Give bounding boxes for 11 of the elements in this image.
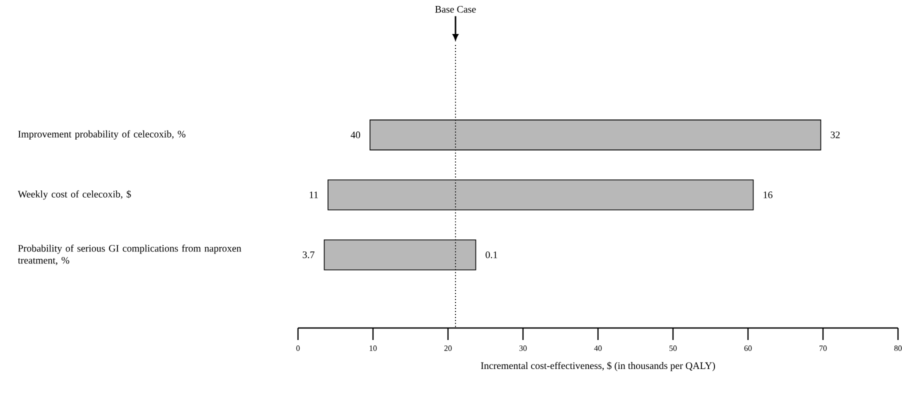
annotation: 16 bbox=[764, 192, 772, 198]
annotation: 0.1 bbox=[486, 251, 498, 258]
annotation: 3.7 bbox=[302, 251, 314, 258]
annotation: 40 bbox=[350, 132, 360, 138]
y-tick-label: Weekly cost of celecoxib, $ bbox=[18, 190, 131, 200]
ref-line-label: Base Case bbox=[435, 6, 476, 13]
y-tick-label: Improvement probability of celecoxib, % bbox=[18, 130, 186, 140]
annotation: 32 bbox=[830, 132, 840, 138]
annotation: 11 bbox=[310, 192, 318, 198]
x-axis-title: Incremental cost-effectiveness, $ (in thousands per QALY) bbox=[480, 362, 715, 372]
y-tick-label: Probability of serious GI complications from naproxen treatment, % bbox=[18, 244, 242, 266]
